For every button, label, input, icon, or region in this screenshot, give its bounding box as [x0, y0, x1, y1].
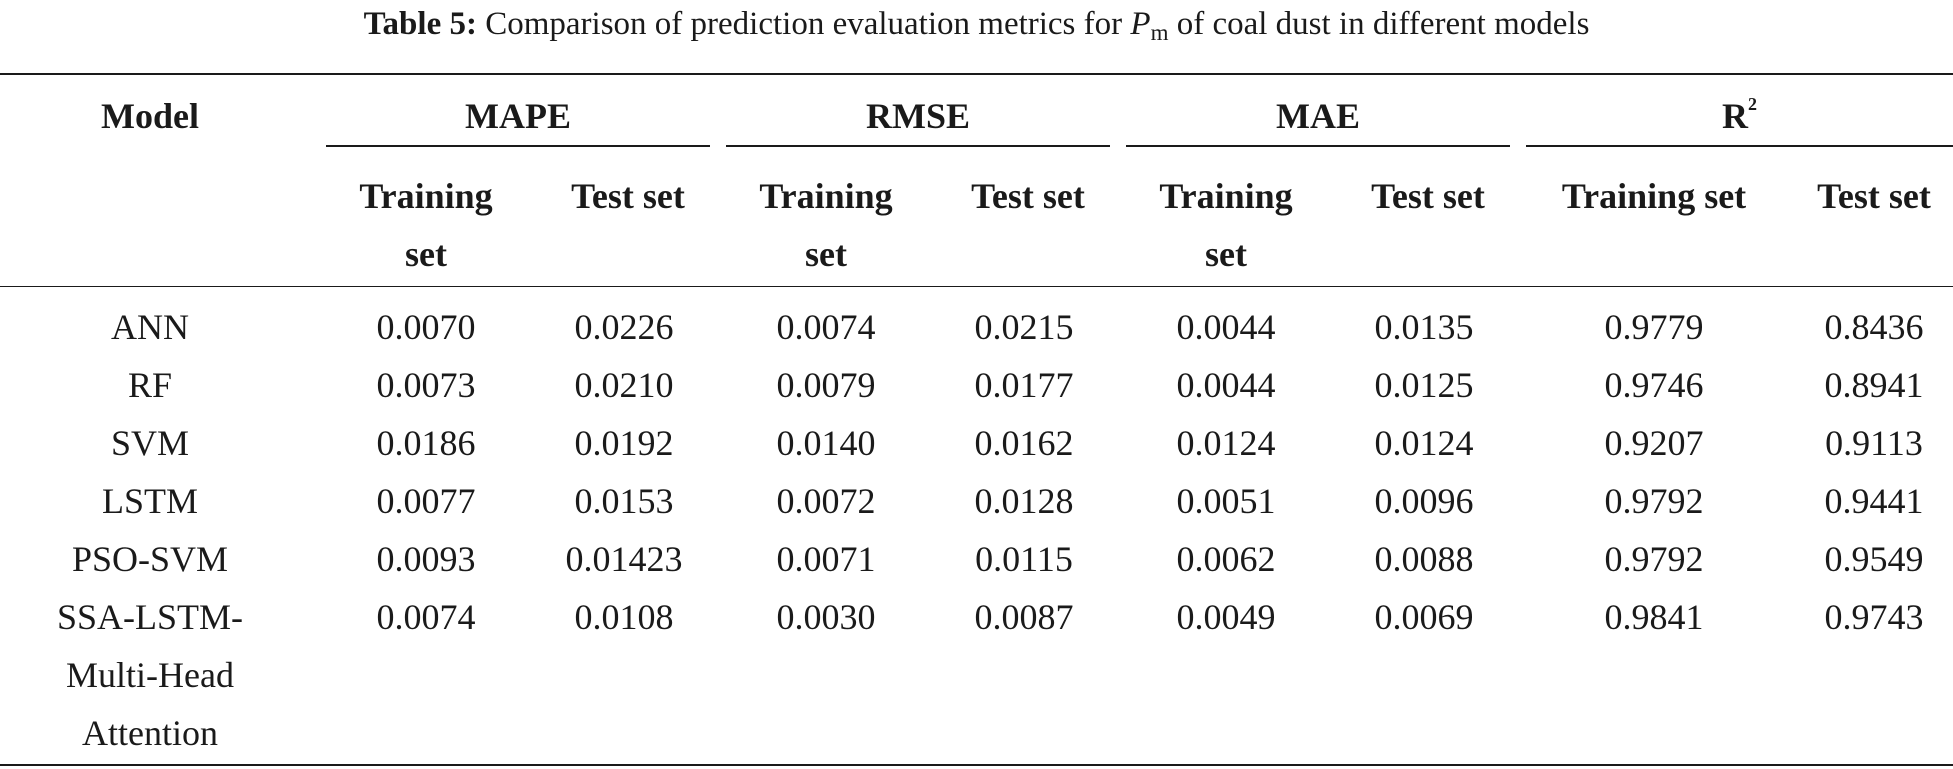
header-group-mae: MAE — [1276, 96, 1360, 136]
cell-mape-training: 0.0070 — [376, 307, 476, 347]
header-group-mape: MAPE — [465, 96, 571, 136]
cell-r2-training: 0.9792 — [1604, 539, 1704, 579]
cell-r2-training: 0.9746 — [1604, 365, 1704, 405]
header-bottom-rule — [0, 286, 1953, 287]
cell-mae-training: 0.0044 — [1176, 365, 1276, 405]
cell-model: ANN — [111, 307, 189, 347]
cell-mae-test: 0.0088 — [1374, 539, 1474, 579]
table-bottom-rule — [0, 764, 1953, 766]
cell-rmse-test: 0.0215 — [974, 307, 1074, 347]
cell-rmse-training: 0.0079 — [776, 365, 876, 405]
cell-rmse-training: 0.0140 — [776, 423, 876, 463]
cell-r2-test: 0.8436 — [1824, 307, 1924, 347]
subheader-r2-test: Test set — [1817, 176, 1931, 216]
cell-r2-test: 0.8941 — [1824, 365, 1924, 405]
table-row: ANN 0.0070 0.0226 0.0074 0.0215 0.0044 0… — [0, 298, 1953, 356]
cell-r2-test: 0.9743 — [1824, 597, 1924, 637]
cell-rmse-training: 0.0071 — [776, 539, 876, 579]
cell-mape-training: 0.0186 — [376, 423, 476, 463]
cell-mae-training: 0.0051 — [1176, 481, 1276, 521]
cell-mae-test: 0.0069 — [1374, 597, 1474, 637]
subheader-mape-training: Training set — [359, 176, 493, 274]
r2-superscript: 2 — [1748, 94, 1757, 114]
cell-mape-test: 0.0153 — [574, 481, 674, 521]
subheader-mae-training: Training set — [1159, 176, 1293, 274]
cell-r2-training: 0.9792 — [1604, 481, 1704, 521]
table-row: RF 0.0073 0.0210 0.0079 0.0177 0.0044 0.… — [0, 356, 1953, 414]
cell-rmse-training: 0.0072 — [776, 481, 876, 521]
mape-group-rule — [326, 145, 710, 147]
caption-label: Table 5: — [363, 6, 477, 42]
table-row: PSO-SVM 0.0093 0.01423 0.0071 0.0115 0.0… — [0, 530, 1953, 588]
table-row: SVM 0.0186 0.0192 0.0140 0.0162 0.0124 0… — [0, 414, 1953, 472]
table-top-rule — [0, 73, 1953, 75]
cell-model: LSTM — [101, 481, 198, 521]
cell-mape-training: 0.0074 — [376, 597, 476, 637]
cell-rmse-test: 0.0177 — [974, 365, 1074, 405]
table-row: SSA-LSTM-Multi-Head Attention 0.0074 0.0… — [0, 588, 1953, 762]
cell-mae-test: 0.0124 — [1374, 423, 1474, 463]
cell-r2-test: 0.9549 — [1824, 539, 1924, 579]
rmse-group-rule — [726, 145, 1110, 147]
cell-r2-training: 0.9779 — [1604, 307, 1704, 347]
cell-model: SVM — [110, 423, 190, 463]
subheader-r2-training: Training set — [1561, 176, 1747, 216]
cell-mae-training: 0.0062 — [1176, 539, 1276, 579]
cell-mape-test: 0.01423 — [565, 539, 683, 579]
cell-mae-training: 0.0044 — [1176, 307, 1276, 347]
cell-mape-test: 0.0108 — [574, 597, 674, 637]
mae-group-rule — [1126, 145, 1510, 147]
cell-mape-test: 0.0226 — [574, 307, 674, 347]
caption-symbol: Pm — [1130, 6, 1169, 45]
caption-symbol-sub: m — [1150, 20, 1169, 45]
table-caption: Table 5: Comparison of prediction evalua… — [0, 4, 1953, 44]
subheader-mae-test: Test set — [1371, 176, 1485, 216]
cell-rmse-training: 0.0030 — [776, 597, 876, 637]
cell-mape-test: 0.0210 — [574, 365, 674, 405]
cell-mae-test: 0.0135 — [1374, 307, 1474, 347]
cell-rmse-test: 0.0087 — [974, 597, 1074, 637]
cell-rmse-training: 0.0074 — [776, 307, 876, 347]
cell-mae-test: 0.0096 — [1374, 481, 1474, 521]
header-group-r2: R2 — [1722, 94, 1757, 136]
cell-model: SSA-LSTM-Multi-Head Attention — [56, 597, 244, 753]
header-group-rmse: RMSE — [865, 96, 970, 136]
table-row: LSTM 0.0077 0.0153 0.0072 0.0128 0.0051 … — [0, 472, 1953, 530]
cell-mape-training: 0.0073 — [376, 365, 476, 405]
cell-mae-training: 0.0124 — [1176, 423, 1276, 463]
cell-r2-test: 0.9113 — [1825, 423, 1923, 463]
cell-r2-training: 0.9207 — [1604, 423, 1704, 463]
cell-mape-training: 0.0077 — [376, 481, 476, 521]
cell-mape-test: 0.0192 — [574, 423, 674, 463]
cell-model: RF — [127, 365, 173, 405]
cell-rmse-test: 0.0162 — [974, 423, 1074, 463]
cell-mae-test: 0.0125 — [1374, 365, 1474, 405]
cell-model: PSO-SVM — [71, 539, 229, 579]
caption-text-before: Comparison of prediction evaluation metr… — [485, 6, 1123, 42]
cell-mape-training: 0.0093 — [376, 539, 476, 579]
subheader-rmse-training: Training set — [759, 176, 893, 274]
cell-r2-test: 0.9441 — [1824, 481, 1924, 521]
cell-rmse-test: 0.0128 — [974, 481, 1074, 521]
header-model: Model — [101, 96, 199, 136]
cell-rmse-test: 0.0115 — [975, 539, 1073, 579]
caption-text-after: of coal dust in different models — [1176, 6, 1590, 42]
subheader-rmse-test: Test set — [971, 176, 1085, 216]
r2-group-rule — [1526, 145, 1953, 147]
subheader-mape-test: Test set — [571, 176, 685, 216]
cell-mae-training: 0.0049 — [1176, 597, 1276, 637]
cell-r2-training: 0.9841 — [1604, 597, 1704, 637]
